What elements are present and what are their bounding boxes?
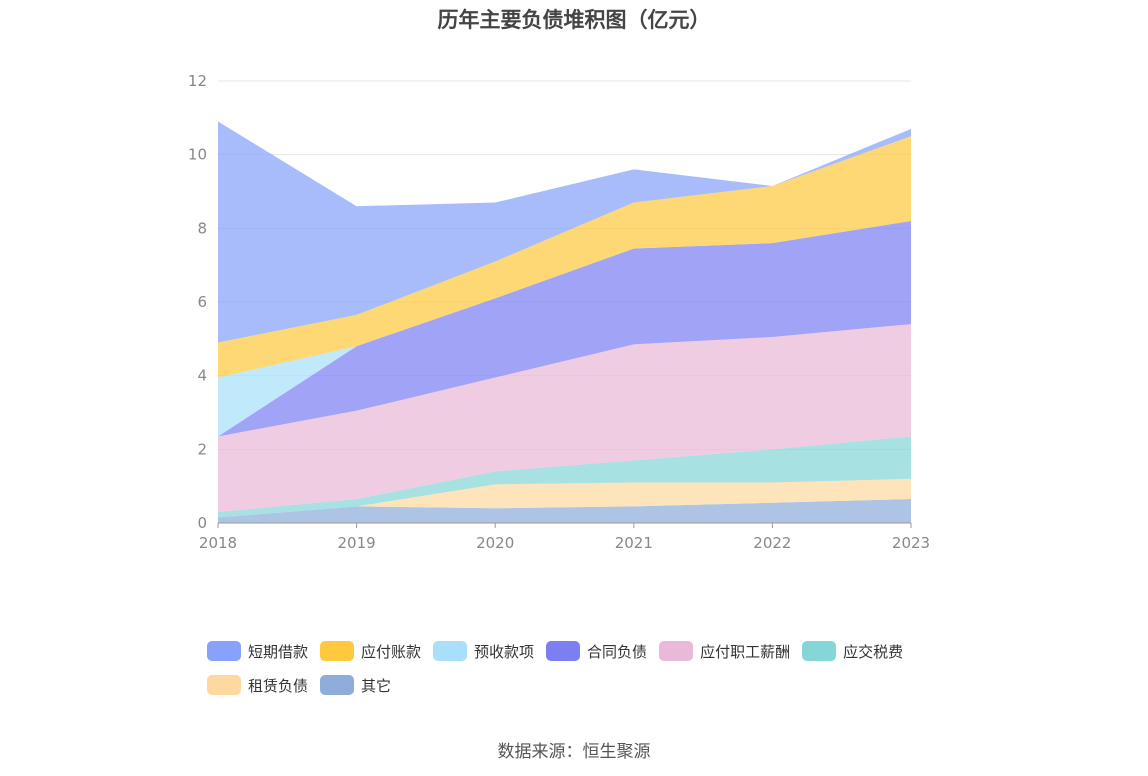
legend-swatch [207,675,241,695]
legend-swatch [433,641,468,661]
y-tick-label: 4 [197,367,207,385]
legend-label: 预收款项 [474,642,535,661]
legend-label: 其它 [361,676,392,695]
x-tick-label: 2019 [338,534,376,552]
legend-swatch [207,641,241,661]
legend-swatch [546,641,581,661]
y-tick-label: 6 [197,293,207,311]
legend-label: 应付账款 [361,642,422,661]
legend-swatch [802,641,837,661]
legend-label: 应交税费 [843,642,904,661]
y-tick-label: 8 [197,219,207,237]
legend-item[interactable]: 预收款项 [433,640,534,662]
x-tick-label: 2020 [476,534,514,552]
y-tick-label: 12 [188,72,207,90]
x-tick-label: 2021 [615,534,653,552]
area-series-1 [218,478,911,518]
x-tick-label: 2018 [199,534,237,552]
y-tick-label: 2 [197,440,207,458]
legend-item[interactable]: 短期借款 [207,640,308,662]
legend-item[interactable]: 合同负债 [546,640,647,662]
legend-item[interactable]: 应付职工薪酬 [659,640,790,662]
legend-label: 租赁负债 [248,676,309,695]
data-source-note: 数据来源：恒生聚源 [497,742,651,762]
legend-item[interactable]: 应交税费 [802,640,903,662]
x-tick-label: 2022 [753,534,791,552]
area-series-3 [218,324,911,512]
legend-label: 短期借款 [248,642,309,661]
area-series-4 [218,220,911,437]
stacked-area-chart: 0 2 4 6 8 10 12 2018 2019 2020 2021 2022 2023 [188,72,930,552]
chart-legend: 短期借款 应付账款 预收款项 合同负债 应付职工薪酬 应交税费租赁负债 其它 [207,640,967,708]
x-tick-label: 2023 [892,534,930,552]
legend-swatch [320,675,355,695]
legend-item[interactable]: 租赁负债 [207,674,308,696]
chart-title: 历年主要负债堆积图（亿元） [437,8,711,32]
y-tick-label: 10 [188,146,207,164]
legend-label: 应付职工薪酬 [700,642,791,661]
legend-item[interactable]: 应付账款 [320,640,421,662]
legend-label: 合同负债 [587,642,648,661]
area-series-7 [218,121,911,343]
area-series-6 [218,136,911,378]
area-series-2 [218,436,911,518]
legend-swatch [320,641,355,661]
y-tick-label: 0 [197,514,207,532]
legend-item[interactable]: 其它 [320,674,391,696]
area-series-0 [218,499,911,523]
legend-swatch [659,641,694,661]
